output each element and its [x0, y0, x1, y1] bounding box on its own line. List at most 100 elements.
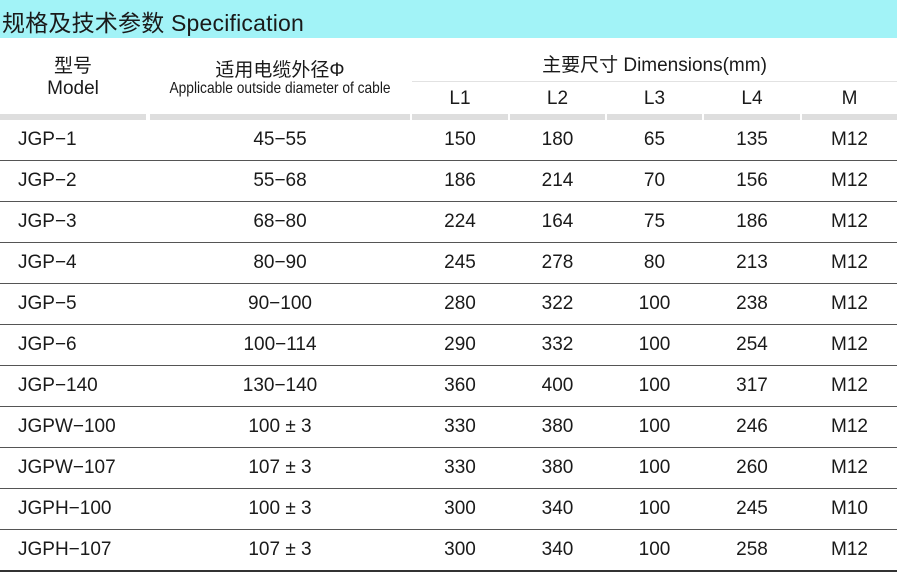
- cell-l2: 214: [541, 170, 574, 191]
- cell-model: JGP−4: [18, 252, 77, 273]
- cell-model: JGPH−107: [18, 539, 112, 560]
- cell-m: M12: [831, 170, 868, 191]
- header-rule-segment: [802, 114, 897, 120]
- cell-cable-diameter: 100−114: [243, 334, 317, 355]
- cell-l2: 164: [541, 211, 574, 232]
- cell-l1: 360: [444, 375, 476, 396]
- cell-l1: 290: [444, 334, 476, 355]
- cell-l3: 100: [638, 293, 671, 314]
- cell-l2: 380: [541, 416, 574, 437]
- cell-l4: 238: [736, 293, 768, 314]
- cell-l4: 317: [736, 375, 768, 396]
- table-row: JGP−140 130−140 360 400 100 317 M12: [0, 366, 897, 407]
- cell-l4: 254: [736, 334, 768, 355]
- cell-l3: 100: [638, 334, 671, 355]
- cell-model: JGPW−107: [18, 457, 116, 478]
- header-l1: L1: [449, 88, 471, 109]
- header-l2: L2: [546, 88, 569, 109]
- header-dimensions: 主要尺寸 Dimensions(mm): [542, 55, 767, 76]
- cell-m: M12: [831, 252, 868, 273]
- header-rule-segment: [510, 114, 605, 120]
- header-cable: 适用电缆外径Φ Applicable outside diameter of c…: [150, 60, 410, 98]
- cell-m: M12: [831, 334, 868, 355]
- table-row: JGP−4 80−90 245 278 80 213 M12: [0, 243, 897, 284]
- cell-l1: 300: [444, 539, 476, 560]
- cell-m: M12: [831, 211, 868, 232]
- cell-l3: 100: [638, 457, 671, 478]
- cell-l4: 260: [736, 457, 768, 478]
- dimensions-divider: [412, 81, 897, 82]
- cell-l2: 332: [541, 334, 574, 355]
- header-l4: L4: [741, 88, 763, 109]
- title-bar: 规格及技术参数 Specification: [0, 0, 897, 38]
- header-m: M: [841, 88, 858, 109]
- cell-l1: 224: [444, 211, 476, 232]
- cell-cable-diameter: 100 ± 3: [248, 416, 312, 437]
- header-cable-cn: 适用电缆外径Φ: [215, 60, 345, 81]
- cell-l3: 75: [643, 211, 666, 232]
- header-rule-segment: [0, 114, 146, 120]
- cell-l4: 246: [736, 416, 768, 437]
- cell-model: JGP−1: [18, 129, 77, 150]
- page-title: 规格及技术参数 Specification: [2, 10, 304, 36]
- cell-l3: 65: [643, 129, 666, 150]
- cell-l3: 100: [638, 539, 671, 560]
- cell-l3: 100: [638, 416, 671, 437]
- header-rule-segment: [704, 114, 800, 120]
- header-l3: L3: [643, 88, 666, 109]
- cell-model: JGP−3: [18, 211, 77, 232]
- cell-m: M12: [831, 129, 868, 150]
- cell-model: JGPH−100: [18, 498, 112, 519]
- header-rule-segment: [150, 114, 410, 120]
- cell-l1: 300: [444, 498, 476, 519]
- cell-l4: 258: [736, 539, 768, 560]
- cell-l4: 213: [736, 252, 768, 273]
- cell-l2: 340: [541, 498, 574, 519]
- cell-l4: 156: [736, 170, 768, 191]
- table-row: JGPW−100 100 ± 3 330 380 100 246 M12: [0, 407, 897, 448]
- cell-l4: 135: [736, 129, 768, 150]
- cell-cable-diameter: 100 ± 3: [248, 498, 312, 519]
- cell-m: M12: [831, 539, 868, 560]
- cell-l3: 100: [638, 498, 671, 519]
- cell-m: M10: [831, 498, 868, 519]
- cell-model: JGPW−100: [18, 416, 116, 437]
- cell-cable-diameter: 80−90: [253, 252, 307, 273]
- cell-l3: 80: [643, 252, 666, 273]
- table-row: JGPH−107 107 ± 3 300 340 100 258 M12: [0, 530, 897, 572]
- cell-cable-diameter: 107 ± 3: [248, 457, 312, 478]
- cell-cable-diameter: 90−100: [248, 293, 312, 314]
- cell-cable-diameter: 130−140: [242, 375, 318, 396]
- table-row: JGPH−100 100 ± 3 300 340 100 245 M10: [0, 489, 897, 530]
- cell-l2: 400: [541, 375, 574, 396]
- cell-cable-diameter: 107 ± 3: [248, 539, 312, 560]
- cell-cable-diameter: 45−55: [253, 129, 307, 150]
- cell-l2: 278: [541, 252, 574, 273]
- cell-m: M12: [831, 416, 868, 437]
- header-model-en: Model: [47, 77, 99, 99]
- table-row: JGP−2 55−68 186 214 70 156 M12: [0, 161, 897, 202]
- header-model: 型号 Model: [0, 56, 146, 100]
- header-rule-segment: [412, 114, 508, 120]
- cell-l4: 186: [736, 211, 768, 232]
- cell-l2: 322: [541, 293, 574, 314]
- header-rule-segment: [607, 114, 702, 120]
- cell-m: M12: [831, 293, 868, 314]
- cell-cable-diameter: 55−68: [253, 170, 307, 191]
- spec-table-body: JGP−1 45−55 150 180 65 135 M12 JGP−2 55−68 186 214…: [0, 120, 897, 572]
- cell-model: JGP−6: [18, 334, 77, 355]
- cell-m: M12: [831, 457, 868, 478]
- cell-l2: 340: [541, 539, 574, 560]
- cell-m: M12: [831, 375, 868, 396]
- cell-cable-diameter: 68−80: [253, 211, 307, 232]
- cell-model: JGP−5: [18, 293, 77, 314]
- cell-l1: 280: [444, 293, 476, 314]
- table-row: JGP−3 68−80 224 164 75 186 M12: [0, 202, 897, 243]
- header-cable-en: Applicable outside diameter of cable: [169, 79, 391, 97]
- cell-l4: 245: [736, 498, 768, 519]
- table-row: JGPW−107 107 ± 3 330 380 100 260 M12: [0, 448, 897, 489]
- table-row: JGP−5 90−100 280 322 100 238 M12: [0, 284, 897, 325]
- header-model-cn: 型号: [53, 56, 92, 77]
- cell-l1: 150: [444, 129, 476, 150]
- cell-l1: 330: [444, 416, 476, 437]
